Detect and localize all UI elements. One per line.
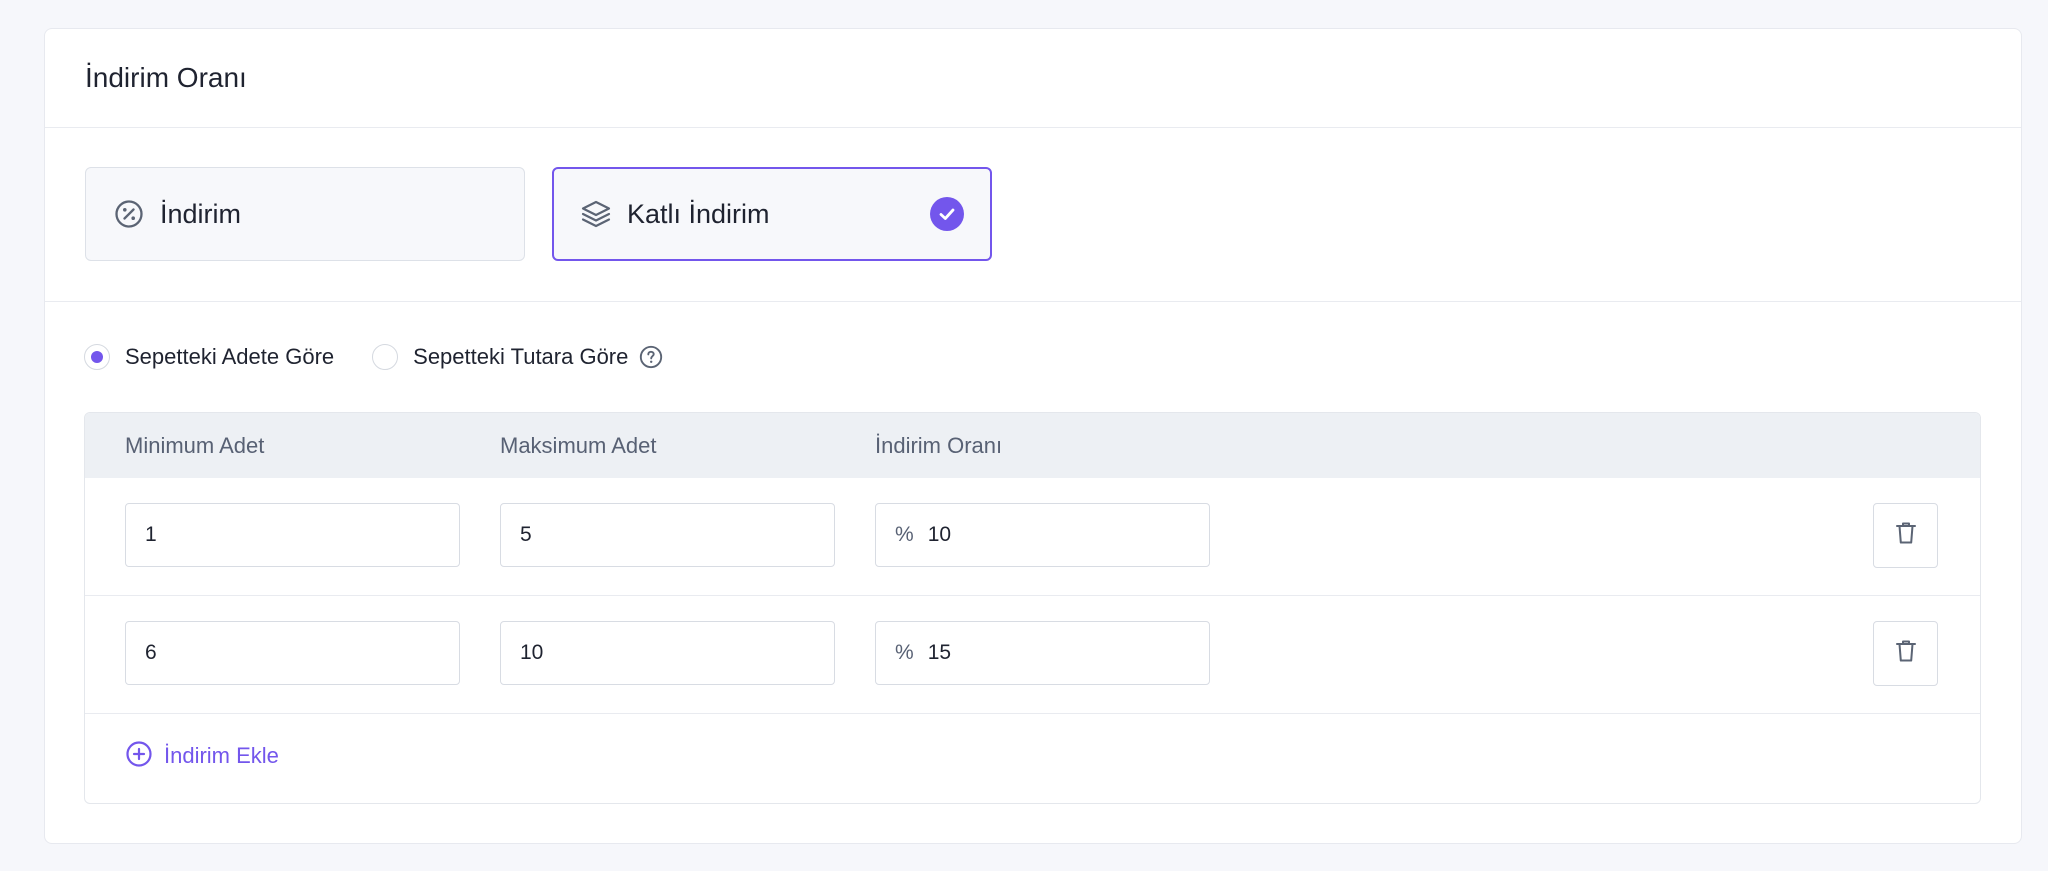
input-value: 10: [520, 641, 544, 664]
percent-prefix: %: [895, 523, 914, 546]
max-quantity-input[interactable]: 5: [500, 503, 835, 567]
discount-type-label: Katlı İndirim: [627, 198, 770, 229]
input-value: 6: [145, 641, 157, 664]
check-icon: [930, 197, 964, 231]
column-header-min: Minimum Adet: [125, 433, 265, 458]
basis-radio-group: Sepetteki Adete Göre Sepetteki Tutara Gö…: [84, 337, 664, 377]
plus-circle-icon: [125, 740, 153, 773]
layers-icon: [579, 197, 613, 231]
input-value: 1: [145, 523, 157, 546]
percent-badge-icon: [112, 197, 146, 231]
column-header-max: Maksimum Adet: [500, 433, 657, 458]
table-row: 1 5 % 10: [85, 478, 1980, 596]
discount-rate-input[interactable]: % 10: [875, 503, 1210, 567]
table-header: Minimum Adet Maksimum Adet İndirim Oranı: [85, 413, 1980, 478]
min-quantity-input[interactable]: 1: [125, 503, 460, 567]
radio-by-amount[interactable]: Sepetteki Tutara Göre: [372, 344, 664, 370]
card-title: İndirim Oranı: [85, 62, 247, 93]
input-value: 5: [520, 523, 532, 546]
add-discount-label: İndirim Ekle: [164, 743, 279, 768]
radio-by-quantity[interactable]: Sepetteki Adete Göre: [84, 344, 334, 370]
trash-icon: [1894, 520, 1918, 551]
input-value: 15: [927, 641, 952, 664]
discount-type-label: İndirim: [160, 198, 242, 229]
tier-table: Minimum Adet Maksimum Adet İndirim Oranı…: [84, 412, 1981, 804]
table-row: 6 10 % 15: [85, 596, 1980, 714]
discount-type-simple[interactable]: İndirim: [85, 167, 525, 261]
radio-button[interactable]: [372, 344, 399, 370]
discount-rate-input[interactable]: % 15: [875, 621, 1210, 685]
percent-prefix: %: [895, 641, 914, 664]
card-header: İndirim Oranı: [45, 29, 2021, 128]
radio-button-selected[interactable]: [84, 344, 110, 370]
max-quantity-input[interactable]: 10: [500, 621, 835, 685]
discount-type-tiered[interactable]: Katlı İndirim: [552, 167, 992, 261]
radio-label: Sepetteki Tutara Göre: [413, 344, 629, 369]
column-header-rate: İndirim Oranı: [875, 433, 1003, 458]
min-quantity-input[interactable]: 6: [125, 621, 460, 685]
delete-row-button[interactable]: [1873, 621, 1938, 686]
input-value: 10: [927, 523, 952, 546]
delete-row-button[interactable]: [1873, 503, 1938, 568]
question-circle-icon[interactable]: [638, 344, 664, 370]
discount-type-section: İndirim Katlı İndirim: [45, 128, 2021, 302]
radio-label: Sepetteki Adete Göre: [125, 344, 335, 369]
add-discount-button[interactable]: İndirim Ekle: [125, 736, 279, 776]
trash-icon: [1894, 638, 1918, 669]
